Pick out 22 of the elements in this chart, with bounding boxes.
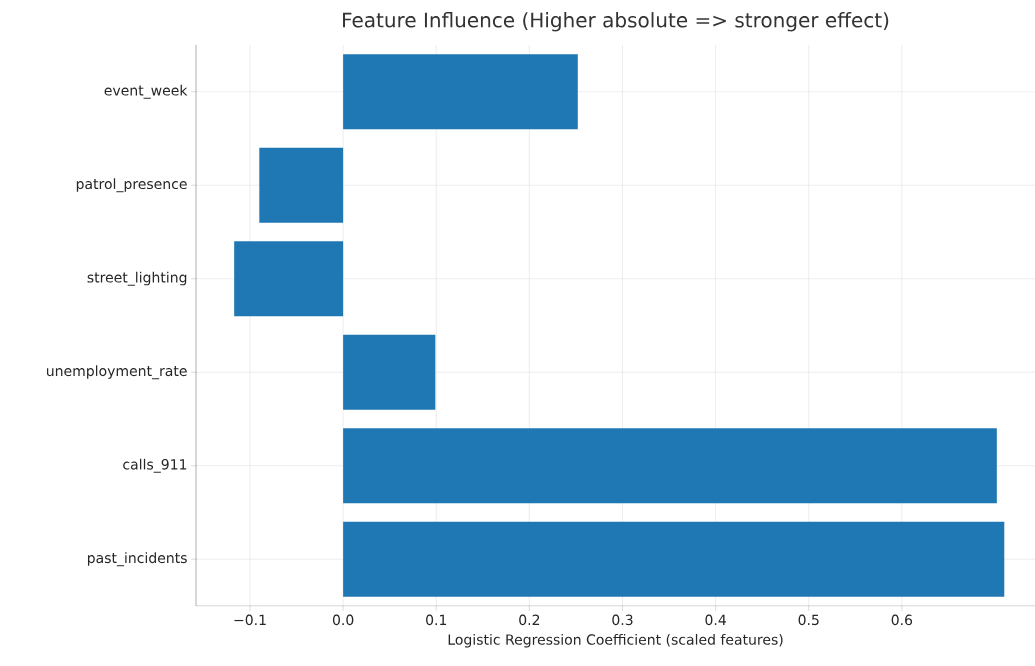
y-tick-label: event_week [104, 84, 188, 99]
x-tick-label: 0.5 [798, 614, 819, 626]
x-tick-label: 0.6 [891, 614, 913, 626]
bar [343, 428, 997, 504]
x-tick-label: 0.0 [332, 614, 354, 626]
y-tick-label: street_lighting [87, 271, 187, 286]
bar [343, 334, 436, 410]
bar [234, 241, 344, 317]
x-tick-label: 0.3 [612, 614, 633, 626]
y-tick-label: calls_911 [123, 458, 187, 473]
bar [343, 54, 578, 130]
y-tick-label: past_incidents [87, 552, 187, 567]
x-tick-label: 0.1 [426, 614, 447, 626]
y-tick-label: unemployment_rate [46, 365, 187, 380]
x-axis-title: Logistic Regression Coefficient (scaled features) [448, 634, 783, 648]
bar [343, 521, 1005, 597]
x-tick-label: −0.1 [234, 614, 266, 626]
chart-title: Feature Influence (Higher absolute => stronger effect) [343, 12, 889, 32]
bar [259, 147, 344, 223]
y-tick-label: patrol_presence [76, 178, 187, 193]
x-tick-label: 0.4 [705, 614, 726, 626]
x-tick-label: 0.2 [519, 614, 540, 626]
